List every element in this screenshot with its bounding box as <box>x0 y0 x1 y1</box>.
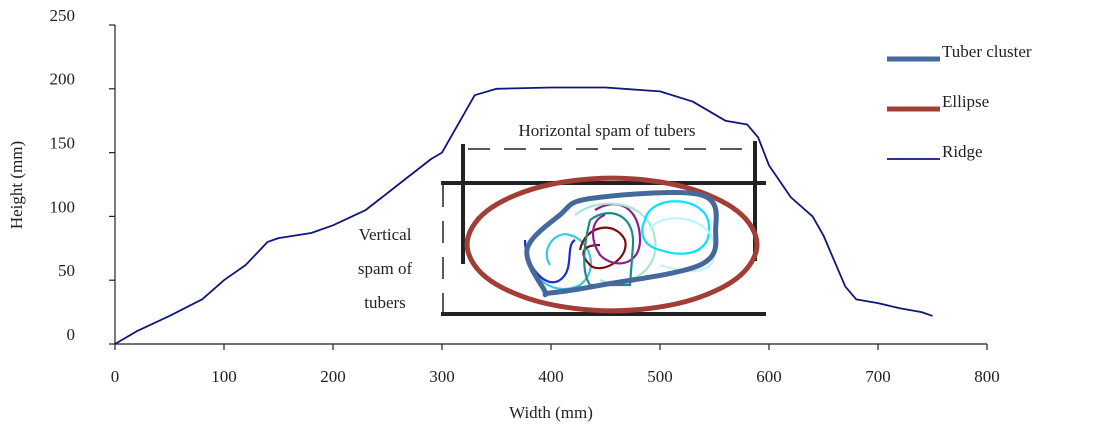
y-tick-label: 0 <box>67 325 76 344</box>
x-tick-label: 800 <box>974 367 1000 386</box>
y-axis-label: Height (mm) <box>7 141 26 229</box>
x-tick-label: 500 <box>647 367 673 386</box>
tuber-outline <box>583 212 635 287</box>
x-tick-label: 400 <box>538 367 564 386</box>
y-tick-label: 150 <box>50 134 76 153</box>
legend-label: Ridge <box>942 142 983 161</box>
x-tick-label: 200 <box>320 367 346 386</box>
x-tick-label: 100 <box>211 367 237 386</box>
tuber-outline <box>592 203 642 265</box>
annotation: Vertical <box>359 225 412 244</box>
tuber-outline <box>641 200 711 255</box>
tuber-outline <box>523 239 576 284</box>
x-tick-label: 300 <box>429 367 455 386</box>
x-tick-label: 0 <box>111 367 120 386</box>
annotation: spam of <box>358 259 413 278</box>
annotation: Horizontal spam of tubers <box>518 121 695 140</box>
x-tick-label: 700 <box>865 367 891 386</box>
tuber-outlines <box>523 200 717 291</box>
legend-label: Tuber cluster <box>942 42 1032 61</box>
y-tick-label: 200 <box>50 70 76 89</box>
series-line <box>524 190 719 298</box>
series-line <box>114 86 933 345</box>
span-annotation <box>441 141 766 316</box>
legend-label: Ellipse <box>942 92 989 111</box>
y-tick-label: 100 <box>50 197 76 216</box>
y-tick-label: 250 <box>50 6 76 25</box>
y-tick-label: 50 <box>58 261 75 280</box>
x-axis-label: Width (mm) <box>509 403 593 422</box>
annotation: tubers <box>364 293 406 312</box>
series-line <box>464 175 760 314</box>
tuber-outline <box>574 202 657 285</box>
x-tick-label: 600 <box>756 367 782 386</box>
